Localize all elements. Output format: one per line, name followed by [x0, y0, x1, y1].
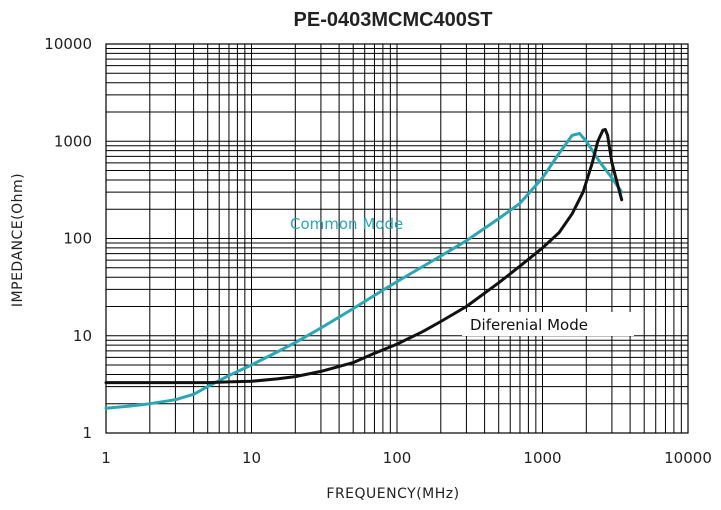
differential-mode-label-background — [462, 312, 634, 336]
common-mode-label: Common Mode — [290, 215, 403, 233]
differential-mode-annotation: Diferenial Mode — [462, 312, 634, 336]
y-tick-label: 10000 — [44, 35, 92, 53]
y-tick-label: 1000 — [54, 132, 92, 150]
x-tick-label: 1000 — [523, 449, 561, 467]
common-mode-series-line — [104, 132, 624, 410]
x-axis-label: FREQUENCY(MHz) — [326, 486, 459, 502]
y-tick-labels: 1 10 100 1000 10000 — [44, 35, 92, 442]
y-tick-label: 10 — [73, 327, 92, 345]
series — [104, 128, 624, 410]
y-tick-label: 1 — [82, 424, 92, 442]
chart-title: PE-0403MCMC400ST — [294, 9, 493, 31]
x-tick-label: 100 — [383, 449, 412, 467]
y-tick-label: 100 — [63, 230, 92, 248]
y-axis-label: IMPEDANCE(Ohm) — [10, 173, 26, 307]
differential-mode-series-line — [104, 128, 624, 385]
plot-frame — [105, 43, 689, 434]
x-tick-label: 1 — [101, 449, 111, 467]
x-tick-labels: 1 10 100 1000 10000 — [101, 449, 712, 467]
grid — [105, 44, 688, 434]
differential-mode-label: Diferenial Mode — [470, 316, 588, 334]
x-tick-label: 10 — [242, 449, 261, 467]
x-tick-label: 10000 — [664, 449, 712, 467]
common-mode-annotation: Common Mode — [290, 215, 403, 233]
